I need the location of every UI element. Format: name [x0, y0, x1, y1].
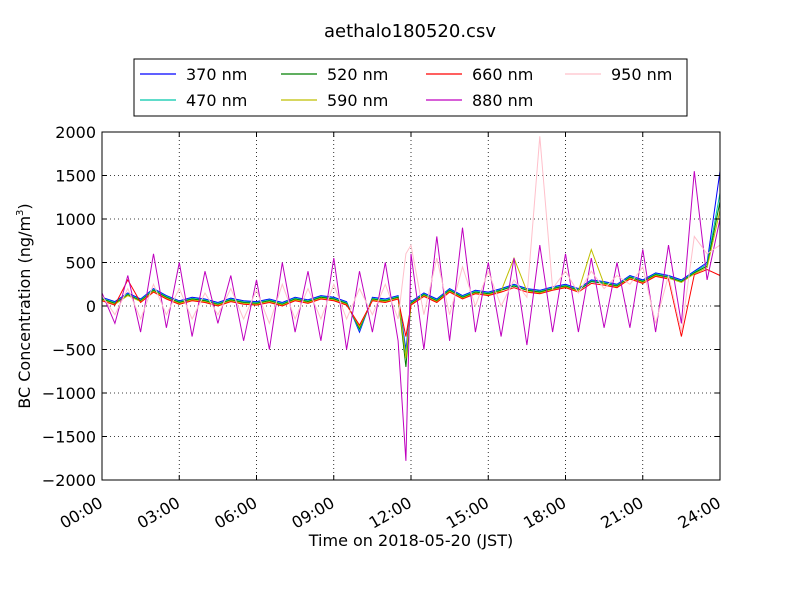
- legend-label: 520 nm: [327, 65, 388, 84]
- x-axis-label: Time on 2018-05-20 (JST): [308, 531, 513, 550]
- series-line-590-nm: [101, 210, 721, 359]
- legend: 370 nm 470 nm 520 nm 590 nm 660 nm 880 nm 950 …: [133, 58, 688, 117]
- series-line-950-nm: [101, 136, 721, 333]
- y-tick-label: 500: [65, 254, 96, 273]
- legend-box: [133, 58, 688, 117]
- x-tick-label: 12:00: [366, 493, 415, 533]
- legend-label: 950 nm: [611, 65, 672, 84]
- x-tick-label: 18:00: [520, 493, 569, 533]
- legend-label: 470 nm: [186, 91, 247, 110]
- y-tick-label: −500: [52, 341, 96, 360]
- y-tick-label: 1500: [55, 167, 96, 186]
- y-tick-label: 0: [86, 297, 96, 316]
- y-tick-label: 1000: [55, 210, 96, 229]
- series-line-660-nm: [101, 268, 721, 337]
- chart-title: aethalo180520.csv: [324, 21, 496, 42]
- y-tick-label: −1500: [42, 428, 96, 447]
- legend-label: 660 nm: [472, 65, 533, 84]
- y-axis-label-close: ): [15, 203, 34, 209]
- legend-label: 370 nm: [186, 65, 247, 84]
- x-tick-label: 15:00: [443, 493, 492, 533]
- x-tick-label: 06:00: [211, 493, 260, 533]
- x-tick-label: 09:00: [288, 493, 337, 533]
- y-axis-label-sup: 3: [15, 210, 26, 216]
- y-axis-label-main: BC Concentration (ng/m: [15, 216, 34, 409]
- y-tick-label: 2000: [55, 123, 96, 142]
- x-tick-label: 24:00: [675, 493, 724, 533]
- series-lines: [101, 136, 721, 461]
- x-tick-label: 00:00: [57, 493, 106, 533]
- x-tick-label: 21:00: [597, 493, 646, 533]
- y-axis-label: BC Concentration (ng/m3): [15, 203, 34, 408]
- series-line-880-nm: [101, 171, 721, 461]
- y-tick-label: −1000: [42, 384, 96, 403]
- y-tick-label: −2000: [42, 471, 96, 490]
- legend-label: 590 nm: [327, 91, 388, 110]
- x-tick-label: 03:00: [134, 493, 183, 533]
- legend-label: 880 nm: [472, 91, 533, 110]
- ticks: 00:00 03:00 06:00 09:00 12:00 15:00 18:00 21:00…: [42, 123, 724, 533]
